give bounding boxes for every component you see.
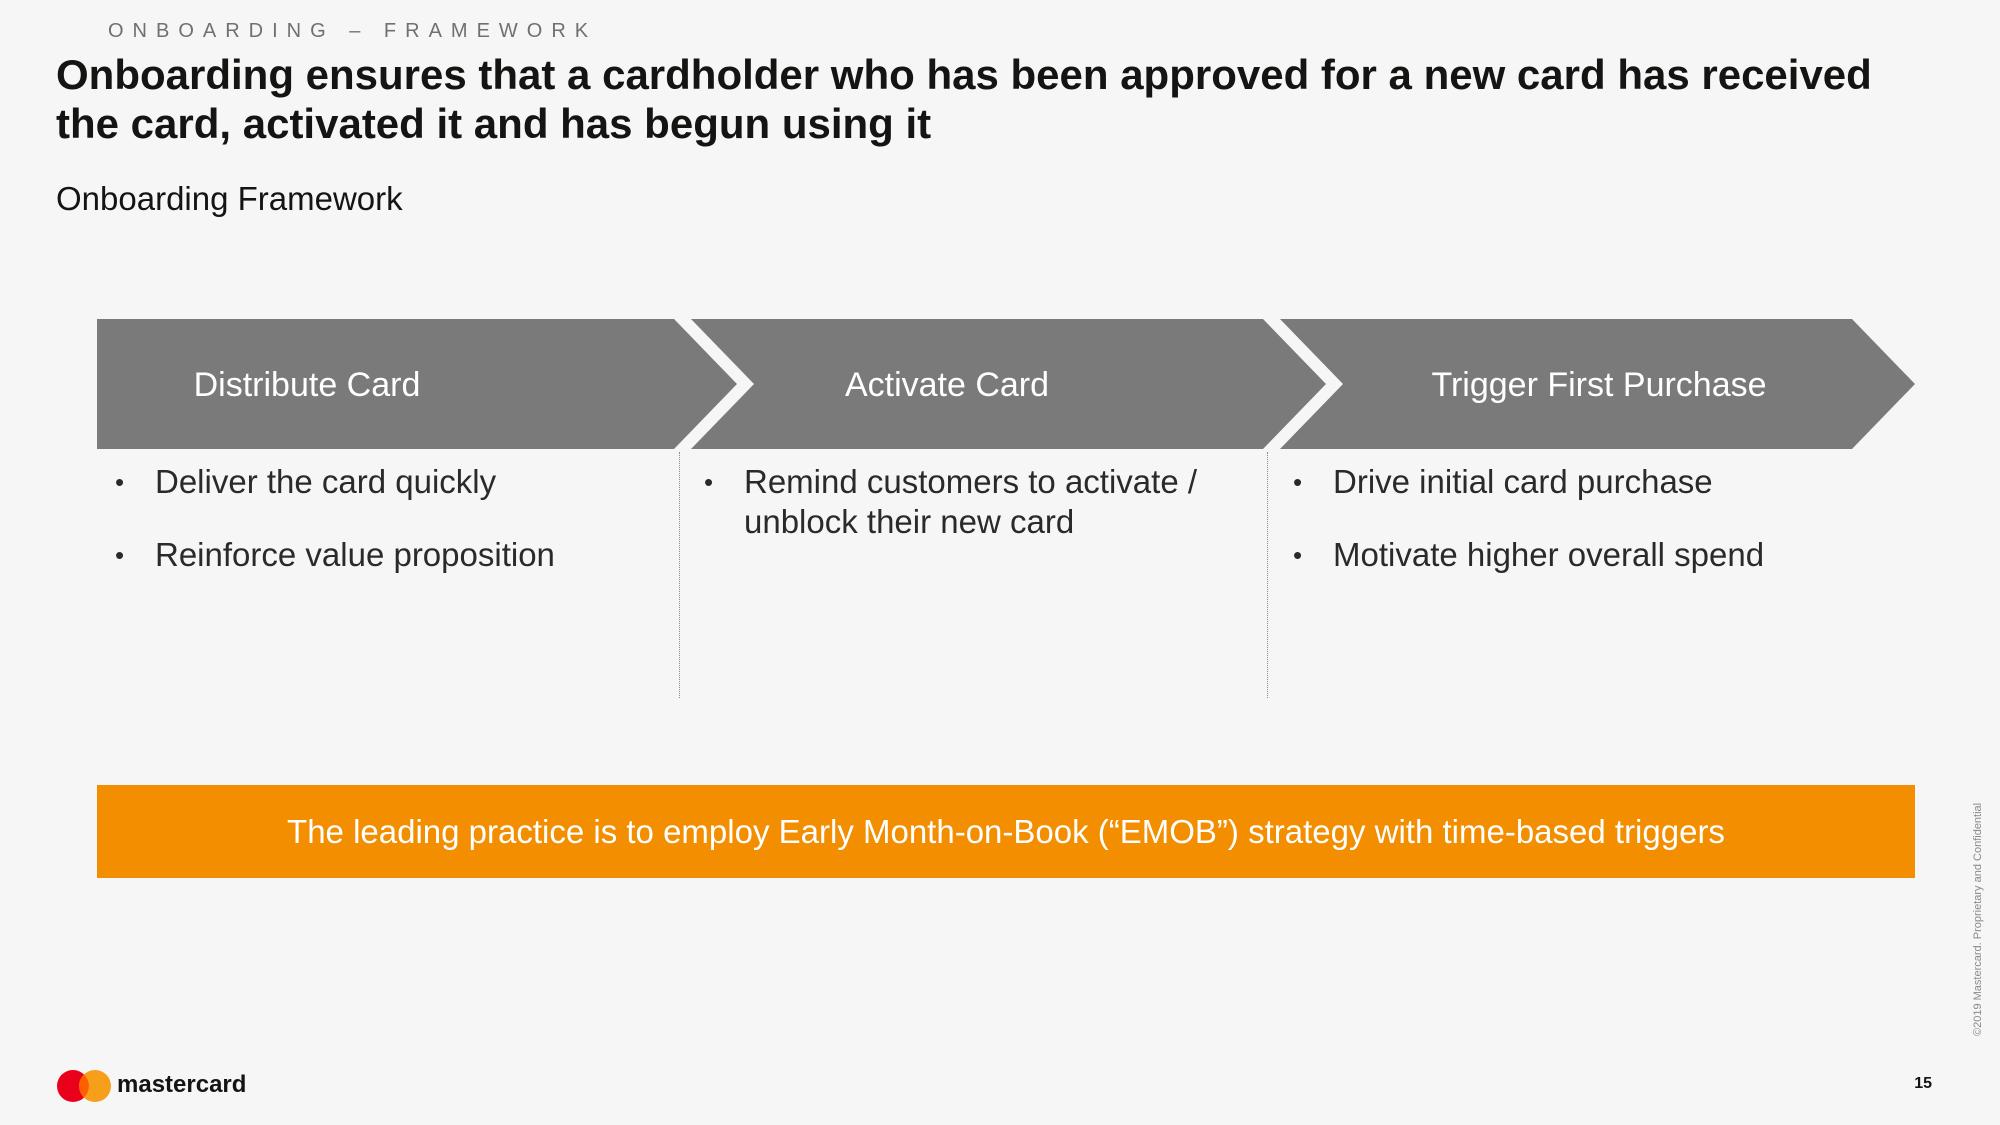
- bullet-item: • Deliver the card quickly: [115, 462, 675, 502]
- bullet-icon: •: [1293, 467, 1303, 497]
- stage-label-distribute-card: Distribute Card: [193, 366, 421, 404]
- bullet-icon: •: [115, 540, 125, 570]
- slide-headline: Onboarding ensures that a cardholder who…: [56, 51, 1872, 147]
- slide-subtitle: Onboarding Framework: [56, 180, 403, 217]
- bullet-icon: •: [115, 467, 125, 497]
- section-eyebrow: ONBOARDING – FRAMEWORK: [108, 20, 598, 42]
- stage-bullets-trigger-first-purchase: • Drive initial card purchase • Motivate h…: [1293, 462, 1853, 608]
- stage-label-trigger-first-purchase: Trigger First Purchase: [1431, 366, 1767, 404]
- bullet-icon: •: [704, 467, 714, 497]
- column-divider: [679, 452, 680, 698]
- bullet-item: • Reinforce value proposition: [115, 535, 675, 575]
- leading-practice-banner: The leading practice is to employ Early …: [97, 785, 1915, 878]
- stage-bullets-activate-card: • Remind customers to activate / unblock …: [704, 462, 1264, 575]
- bullet-item: • Remind customers to activate / unblock …: [704, 462, 1264, 542]
- bullet-text: Reinforce value proposition: [155, 536, 555, 573]
- stage-label-activate-card: Activate Card: [844, 366, 1050, 404]
- bullet-text: Drive initial card purchase: [1333, 463, 1713, 500]
- bullet-text: Remind customers to activate / unblock t…: [744, 463, 1198, 540]
- bullet-item: • Drive initial card purchase: [1293, 462, 1853, 502]
- brand-wordmark: mastercard: [117, 1071, 247, 1098]
- mastercard-logo-icon: [57, 1070, 111, 1102]
- page-number: 15: [1914, 1075, 1932, 1092]
- bullet-text: Motivate higher overall spend: [1333, 536, 1765, 573]
- stage-bullets-distribute-card: • Deliver the card quickly • Reinforce val…: [115, 462, 675, 608]
- bullet-text: Deliver the card quickly: [155, 463, 497, 500]
- column-divider: [1267, 452, 1268, 698]
- bullet-item: • Motivate higher overall spend: [1293, 535, 1853, 575]
- copyright-notice: ©2019 Mastercard. Proprietary and Confid…: [1972, 802, 1984, 1036]
- bullet-icon: •: [1293, 540, 1303, 570]
